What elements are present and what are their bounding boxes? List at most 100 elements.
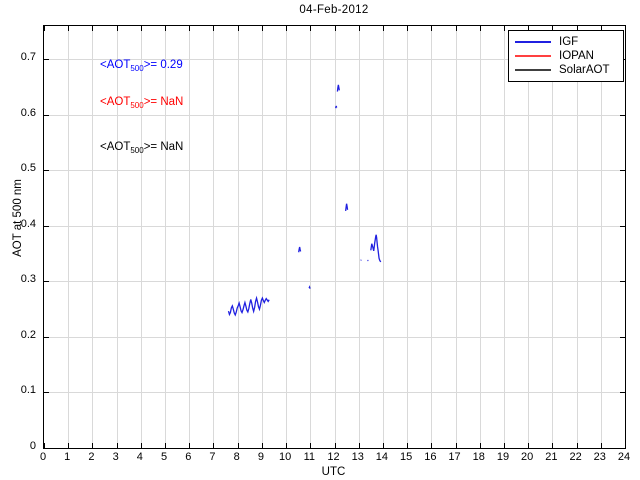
series-line-igf [308, 285, 311, 289]
x-tick-mark [600, 443, 602, 448]
x-tick-mark [576, 443, 578, 448]
y-tick-label: 0.4 [20, 217, 36, 230]
legend-item-iopan[interactable]: IOPAN [509, 49, 623, 63]
y-tick-mark [620, 114, 625, 116]
y-tick-mark [44, 281, 49, 283]
x-tick-mark [600, 26, 602, 31]
gridline-vertical [503, 26, 505, 448]
plot-area [43, 25, 626, 449]
legend-item-solaraot[interactable]: SolarAOT [509, 63, 623, 77]
gridline-vertical [407, 26, 409, 448]
x-tick-label: 16 [424, 451, 437, 463]
x-tick-label: 18 [472, 451, 485, 463]
y-tick-label: 0.1 [20, 384, 36, 397]
x-tick-mark [625, 443, 626, 448]
gridline-vertical [358, 26, 360, 448]
chart-title: 04-Feb-2012 [299, 4, 369, 16]
y-tick-mark [620, 225, 625, 227]
series-line-igf [227, 295, 270, 317]
gridline-horizontal [44, 114, 625, 116]
x-tick-mark [358, 26, 360, 31]
x-tick-mark [165, 443, 167, 448]
x-tick-mark [528, 443, 530, 448]
x-tick-mark [455, 443, 457, 448]
gridline-vertical [310, 26, 312, 448]
y-tick-label: 0.3 [20, 273, 36, 286]
aot-mean-annotation-0: <AOT500>= 0.29 [100, 59, 183, 73]
x-tick-mark [189, 443, 191, 448]
annotation-value: >= 0.29 [143, 59, 183, 71]
x-tick-label: 20 [521, 451, 534, 463]
y-tick-label: 0.5 [20, 162, 36, 175]
y-tick-label: 0.7 [20, 51, 36, 64]
gridline-vertical [92, 26, 94, 448]
gridline-horizontal [44, 225, 625, 227]
x-tick-mark [576, 26, 578, 31]
x-tick-mark [407, 26, 409, 31]
series-line-igf [336, 84, 340, 92]
annotation-value: >= NaN [143, 96, 184, 108]
annotation-subscript: 500 [130, 146, 144, 155]
x-tick-mark [407, 443, 409, 448]
gridline-vertical [528, 26, 530, 448]
gridline-horizontal [44, 392, 625, 394]
x-tick-label: 1 [64, 451, 71, 463]
x-tick-mark [140, 443, 142, 448]
y-tick-mark [44, 170, 49, 172]
x-tick-mark [552, 26, 554, 31]
gridline-vertical [237, 26, 239, 448]
aot-mean-annotation-2: <AOT500>= NaN [100, 141, 183, 155]
legend: IGF IOPAN SolarAOT [508, 30, 624, 82]
x-tick-label: 0 [39, 451, 47, 463]
x-tick-label: 15 [400, 451, 413, 463]
legend-label: SolarAOT [559, 64, 610, 76]
gridline-vertical [68, 26, 70, 448]
gridline-horizontal [44, 59, 625, 61]
x-tick-label: 22 [569, 451, 582, 463]
y-tick-mark [620, 392, 625, 394]
x-tick-label: 6 [185, 451, 192, 463]
x-tick-label: 23 [593, 451, 606, 463]
y-tick-mark [44, 59, 49, 61]
x-tick-mark [455, 26, 457, 31]
gridline-vertical [261, 26, 263, 448]
gridline-vertical [455, 26, 457, 448]
x-tick-label: 9 [257, 451, 264, 463]
x-tick-mark [358, 443, 360, 448]
x-tick-mark [431, 26, 433, 31]
x-tick-label: 24 [617, 451, 631, 463]
y-tick-label: 0 [29, 440, 36, 452]
y-tick-mark [44, 225, 49, 227]
annotation-prefix: <AOT [100, 141, 131, 153]
x-tick-mark [189, 26, 191, 31]
x-tick-label: 3 [112, 451, 119, 463]
annotation-prefix: <AOT [100, 59, 131, 71]
y-tick-mark [44, 336, 49, 338]
legend-label: IGF [559, 36, 579, 48]
x-tick-label: 17 [448, 451, 461, 463]
gridline-vertical [189, 26, 191, 448]
x-tick-mark [261, 26, 263, 31]
x-tick-label: 5 [160, 451, 168, 463]
x-tick-mark [625, 26, 626, 31]
gridline-horizontal [44, 170, 625, 172]
x-tick-mark [213, 443, 215, 448]
x-tick-mark [237, 26, 239, 31]
x-tick-mark [528, 26, 530, 31]
x-tick-label: 13 [351, 451, 364, 463]
legend-color-swatch [515, 55, 551, 57]
legend-color-swatch [515, 69, 551, 71]
x-tick-label: 19 [496, 451, 510, 463]
y-tick-mark [620, 281, 625, 283]
gridline-vertical [576, 26, 578, 448]
legend-item-igf[interactable]: IGF [509, 35, 623, 49]
x-tick-label: 14 [375, 451, 389, 463]
x-tick-mark [552, 443, 554, 448]
y-tick-label: 0.2 [20, 328, 36, 341]
y-tick-mark [620, 336, 625, 338]
y-tick-mark [44, 448, 49, 449]
x-tick-mark [310, 443, 312, 448]
x-tick-mark [44, 26, 45, 31]
x-tick-mark [68, 26, 70, 31]
